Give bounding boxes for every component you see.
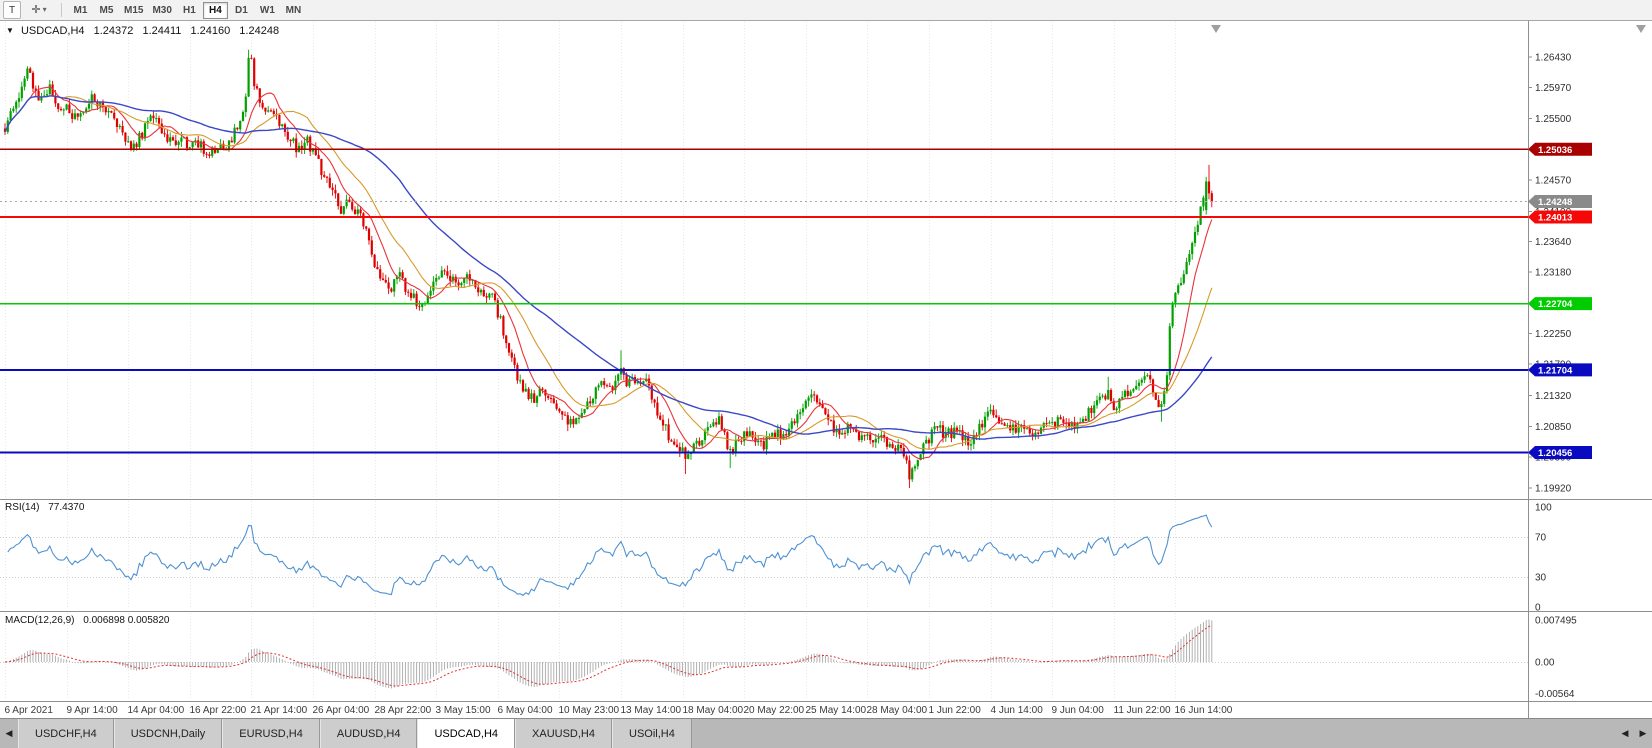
timeframe-mn-button[interactable]: MN — [285, 4, 302, 16]
svg-text:100: 100 — [1535, 503, 1552, 514]
svg-text:0: 0 — [1535, 603, 1541, 614]
svg-text:9 Apr 14:00: 9 Apr 14:00 — [67, 705, 119, 716]
chart-tabs: USDCHF,H4 USDCNH,Daily EURUSD,H4 AUDUSD,H4 U… — [18, 719, 692, 748]
svg-text:21 Apr 14:00: 21 Apr 14:00 — [251, 705, 308, 716]
svg-text:1 Jun 22:00: 1 Jun 22:00 — [929, 705, 982, 716]
toolbar-separator — [61, 3, 62, 17]
timeframe-m30-button[interactable]: M30 — [152, 4, 172, 16]
svg-text:25 May 14:00: 25 May 14:00 — [806, 705, 867, 716]
tab-usoil-h4[interactable]: USOil,H4 — [612, 719, 692, 748]
svg-text:1.20850: 1.20850 — [1535, 422, 1572, 433]
chevron-down-icon: ▾ — [42, 5, 47, 14]
svg-text:1.23640: 1.23640 — [1535, 237, 1572, 248]
svg-text:13 May 14:00: 13 May 14:00 — [621, 705, 682, 716]
svg-text:70: 70 — [1535, 533, 1547, 544]
svg-text:18 May 04:00: 18 May 04:00 — [683, 705, 744, 716]
top-toolbar: T ✛ ▾ M1 M5 M15 M30 H1 H4 D1 W1 MN — [0, 0, 1652, 21]
crosshair-icon: ✛ — [31, 3, 41, 16]
svg-text:1.22704: 1.22704 — [1538, 299, 1573, 310]
tabs-prev-button[interactable]: ◀ — [1621, 728, 1629, 738]
svg-text:1.24013: 1.24013 — [1538, 213, 1572, 224]
tab-xauusd-h4[interactable]: XAUUSD,H4 — [515, 719, 612, 748]
svg-text:28 May 04:00: 28 May 04:00 — [867, 705, 928, 716]
svg-text:1.21320: 1.21320 — [1535, 391, 1572, 402]
timeframe-m15-button[interactable]: M15 — [124, 4, 144, 16]
svg-text:10 May 23:00: 10 May 23:00 — [559, 705, 620, 716]
svg-text:-0.00564: -0.00564 — [1535, 689, 1575, 700]
timeframe-buttons: M1 M5 M15 M30 H1 H4 D1 W1 MN — [68, 1, 306, 19]
svg-text:0.00: 0.00 — [1535, 658, 1555, 669]
tabbar-spacer — [692, 719, 1616, 748]
svg-text:6 May 04:00: 6 May 04:00 — [498, 705, 553, 716]
svg-text:1.20456: 1.20456 — [1538, 448, 1572, 459]
svg-text:0.007495: 0.007495 — [1535, 616, 1577, 627]
svg-text:1.24248: 1.24248 — [1538, 197, 1572, 208]
svg-text:16 Jun 14:00: 16 Jun 14:00 — [1175, 705, 1233, 716]
svg-text:1.22250: 1.22250 — [1535, 329, 1572, 340]
tab-eurusd-h4[interactable]: EURUSD,H4 — [222, 719, 320, 748]
text-tool-button[interactable]: T — [3, 1, 21, 19]
svg-text:3 May 15:00: 3 May 15:00 — [436, 705, 491, 716]
svg-text:16 Apr 22:00: 16 Apr 22:00 — [190, 705, 247, 716]
chart-area[interactable]: 6 Apr 2021 9 Apr 14:00 14 Apr 04:00 16 Apr … — [0, 21, 1652, 718]
tabs-next-button[interactable]: ▶ — [1639, 728, 1647, 738]
timeframe-h4-button[interactable]: H4 — [202, 1, 228, 19]
timeframe-h1-button[interactable]: H1 — [183, 4, 196, 16]
tab-usdchf-h4[interactable]: USDCHF,H4 — [18, 719, 114, 748]
svg-text:28 Apr 22:00: 28 Apr 22:00 — [375, 705, 432, 716]
timeframe-m1-button[interactable]: M1 — [73, 4, 88, 16]
price-chart-canvas[interactable]: 6 Apr 2021 9 Apr 14:00 14 Apr 04:00 16 Apr … — [0, 21, 1652, 718]
svg-text:14 Apr 04:00: 14 Apr 04:00 — [128, 705, 185, 716]
tab-audusd-h4[interactable]: AUDUSD,H4 — [319, 719, 418, 748]
svg-text:9 Jun 04:00: 9 Jun 04:00 — [1052, 705, 1105, 716]
svg-text:1.19920: 1.19920 — [1535, 484, 1572, 495]
svg-text:1.21704: 1.21704 — [1538, 365, 1573, 376]
timeframe-d1-button[interactable]: D1 — [235, 4, 248, 16]
svg-text:26 Apr 04:00: 26 Apr 04:00 — [313, 705, 370, 716]
svg-text:11 Jun 22:00: 11 Jun 22:00 — [1114, 705, 1172, 716]
chart-tabbar: ◀ USDCHF,H4 USDCNH,Daily EURUSD,H4 AUDUSD,H… — [0, 718, 1652, 748]
tab-usdcnh-daily[interactable]: USDCNH,Daily — [113, 719, 223, 748]
svg-text:1.24570: 1.24570 — [1535, 176, 1572, 187]
tab-usdcad-h4[interactable]: USDCAD,H4 — [417, 719, 516, 748]
svg-text:1.25970: 1.25970 — [1535, 83, 1572, 94]
svg-text:1.25036: 1.25036 — [1538, 145, 1572, 156]
svg-text:4 Jun 14:00: 4 Jun 14:00 — [991, 705, 1044, 716]
svg-text:30: 30 — [1535, 573, 1547, 584]
svg-text:1.23180: 1.23180 — [1535, 268, 1572, 279]
timeframe-w1-button[interactable]: W1 — [259, 4, 275, 16]
svg-text:1.26430: 1.26430 — [1535, 53, 1572, 64]
svg-text:1.25500: 1.25500 — [1535, 114, 1572, 125]
tabs-scroll-left-button[interactable]: ◀ — [5, 728, 13, 738]
timeframe-m5-button[interactable]: M5 — [99, 4, 114, 16]
svg-text:6 Apr 2021: 6 Apr 2021 — [5, 705, 54, 716]
svg-text:20 May 22:00: 20 May 22:00 — [744, 705, 805, 716]
crosshair-tool-button[interactable]: ✛ ▾ — [23, 1, 55, 19]
